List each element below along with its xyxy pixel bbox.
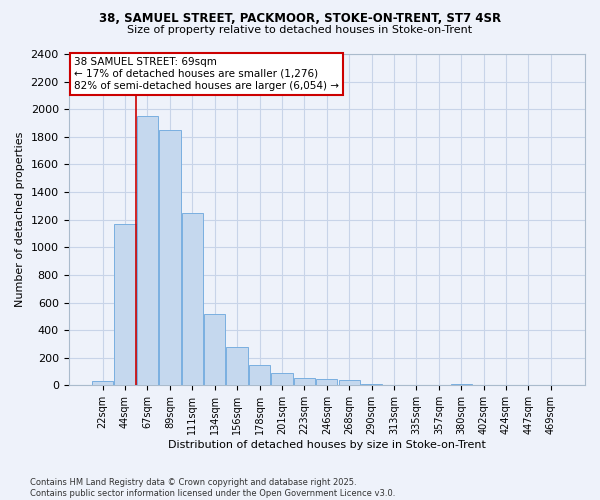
Bar (361, 384, 382, 386)
Y-axis label: Number of detached properties: Number of detached properties (15, 132, 25, 308)
Bar (226, 348, 248, 386)
Text: Contains HM Land Registry data © Crown copyright and database right 2025.
Contai: Contains HM Land Registry data © Crown c… (30, 478, 395, 498)
Bar (271, 373, 293, 386)
X-axis label: Distribution of detached houses by size in Stoke-on-Trent: Distribution of detached houses by size … (168, 440, 486, 450)
Text: 38, SAMUEL STREET, PACKMOOR, STOKE-ON-TRENT, ST7 4SR: 38, SAMUEL STREET, PACKMOOR, STOKE-ON-TR… (99, 12, 501, 26)
Bar (137, 116, 158, 386)
Bar (92, 381, 113, 386)
Text: 38 SAMUEL STREET: 69sqm
← 17% of detached houses are smaller (1,276)
82% of semi: 38 SAMUEL STREET: 69sqm ← 17% of detache… (74, 58, 338, 90)
Bar (294, 378, 315, 386)
Bar (115, 224, 136, 386)
Bar (182, 213, 203, 386)
Bar (159, 130, 181, 386)
Bar (540, 384, 562, 386)
Bar (383, 384, 404, 386)
Text: Size of property relative to detached houses in Stoke-on-Trent: Size of property relative to detached ho… (127, 25, 473, 35)
Bar (316, 379, 337, 386)
Bar (338, 380, 360, 386)
Bar (451, 384, 472, 386)
Bar (249, 364, 270, 386)
Bar (204, 314, 226, 386)
